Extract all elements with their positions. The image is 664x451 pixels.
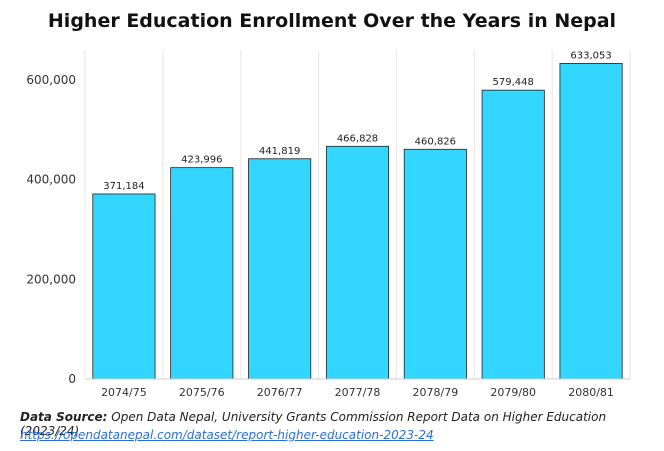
data-source-link[interactable]: https://opendatanepal.com/dataset/report…	[20, 428, 434, 442]
data-source-note: Data Source: Open Data Nepal, University…	[20, 410, 664, 438]
y-tick-label: 0	[68, 372, 76, 386]
data-label: 441,819	[259, 146, 300, 157]
bar	[170, 167, 234, 380]
x-tick-label: 2074/75	[101, 386, 147, 399]
bar	[559, 63, 623, 380]
bar	[92, 193, 156, 380]
x-tick-label: 2080/81	[568, 386, 614, 399]
y-tick-label: 600,000	[26, 73, 76, 87]
chart-title: Higher Education Enrollment Over the Yea…	[47, 10, 617, 32]
data-label: 371,184	[103, 181, 144, 192]
bar	[481, 89, 545, 380]
bar	[403, 148, 467, 380]
data-label: 423,996	[181, 155, 222, 166]
data-source-label: Data Source:	[20, 410, 108, 424]
bar	[248, 158, 312, 380]
bar	[325, 145, 390, 380]
x-tick-label: 2075/76	[179, 386, 225, 399]
x-tick-label: 2077/78	[335, 386, 381, 399]
y-tick-label: 200,000	[26, 272, 76, 286]
data-label: 460,826	[415, 136, 456, 147]
data-source-text: Open Data Nepal, University Grants Commi…	[20, 410, 607, 438]
x-tick-label: 2076/77	[257, 386, 303, 399]
y-tick-label: 400,000	[26, 173, 76, 187]
data-label: 466,828	[337, 133, 378, 144]
x-tick-label: 2078/79	[413, 386, 459, 399]
data-label: 633,053	[570, 50, 611, 61]
data-label: 579,448	[493, 77, 534, 88]
x-tick-label: 2079/80	[490, 386, 536, 399]
